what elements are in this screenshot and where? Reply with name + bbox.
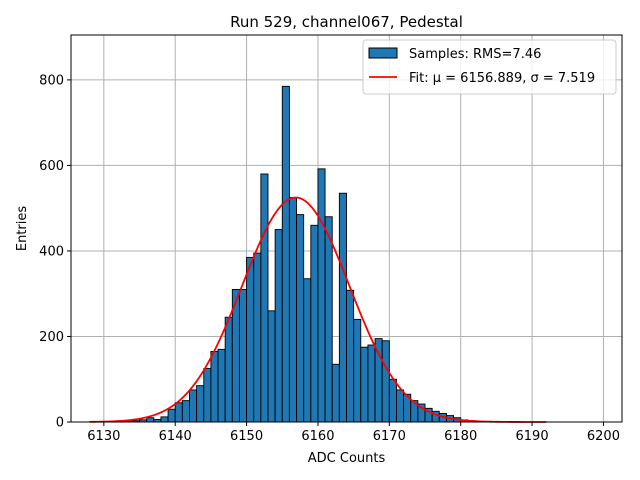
histogram-bar [360, 346, 369, 423]
histogram-bars [124, 85, 497, 423]
histogram-bar [317, 168, 326, 423]
histogram-bar [196, 385, 205, 423]
histogram-bar [288, 197, 297, 423]
x-tick-label: 6180 [444, 429, 477, 444]
x-tick-label: 6160 [301, 429, 334, 444]
histogram-bar [310, 224, 319, 423]
histogram-bar [381, 340, 390, 423]
histogram-bar [274, 229, 283, 423]
histogram-bar [146, 417, 155, 423]
x-tick-label: 6150 [230, 429, 263, 444]
histogram-bar [303, 278, 312, 423]
y-tick-label: 800 [39, 73, 64, 88]
histogram-bar [281, 85, 290, 423]
histogram-bar [174, 402, 183, 423]
histogram-bar [388, 378, 397, 423]
fit-curve-layer [89, 196, 547, 423]
y-tick-label: 0 [56, 416, 64, 431]
histogram-bar [217, 348, 226, 423]
histogram-bar [346, 289, 355, 423]
histogram-bar [181, 400, 190, 423]
histogram-bar [353, 318, 362, 423]
histogram-bar [189, 389, 198, 423]
axis-ticks: 6130 6140 6150 6160 6170 6180 6190 6200 0 200 400 6… [39, 73, 620, 444]
histogram-bar [331, 363, 340, 423]
histogram-bar [246, 256, 255, 423]
histogram-bar [238, 288, 248, 423]
legend: Samples: RMS=7.46 Fit: μ = 6156.889, σ =… [362, 39, 617, 95]
y-axis-label: Entries [15, 206, 30, 252]
histogram-bar [324, 216, 333, 423]
x-tick-label: 6200 [587, 429, 620, 444]
legend-samples-label: Samples: RMS=7.46 [409, 47, 541, 62]
histogram-bar [374, 338, 383, 423]
x-tick-label: 6140 [159, 429, 192, 444]
histogram-bar [338, 192, 347, 423]
x-tick-label: 6130 [87, 429, 120, 444]
histogram-bar [224, 316, 233, 423]
legend-box [362, 39, 617, 95]
legend-fit-label: Fit: μ = 6156.889, σ = 7.519 [409, 71, 595, 86]
x-tick-label: 6170 [373, 429, 406, 444]
plot-area-frame [70, 34, 623, 423]
histogram-bar [167, 408, 176, 423]
histogram-bar [396, 389, 405, 423]
histogram-bar [253, 252, 262, 423]
x-tick-label: 6190 [516, 429, 549, 444]
y-tick-label: 400 [39, 244, 64, 259]
histogram-bar [260, 173, 269, 423]
histogram-bar [267, 310, 276, 423]
histogram-bar [296, 214, 305, 423]
y-tick-label: 600 [39, 159, 64, 174]
gaussian-fit-curve [89, 196, 547, 423]
legend-samples-swatch [368, 47, 398, 59]
histogram-bar [203, 368, 212, 423]
histogram-bar [160, 416, 169, 423]
x-axis-label: ADC Counts [308, 451, 386, 466]
y-tick-label: 200 [39, 330, 64, 345]
histogram-bar [367, 344, 376, 423]
chart-title: Run 529, channel067, Pedestal [230, 13, 463, 31]
histogram-bar [210, 350, 219, 423]
